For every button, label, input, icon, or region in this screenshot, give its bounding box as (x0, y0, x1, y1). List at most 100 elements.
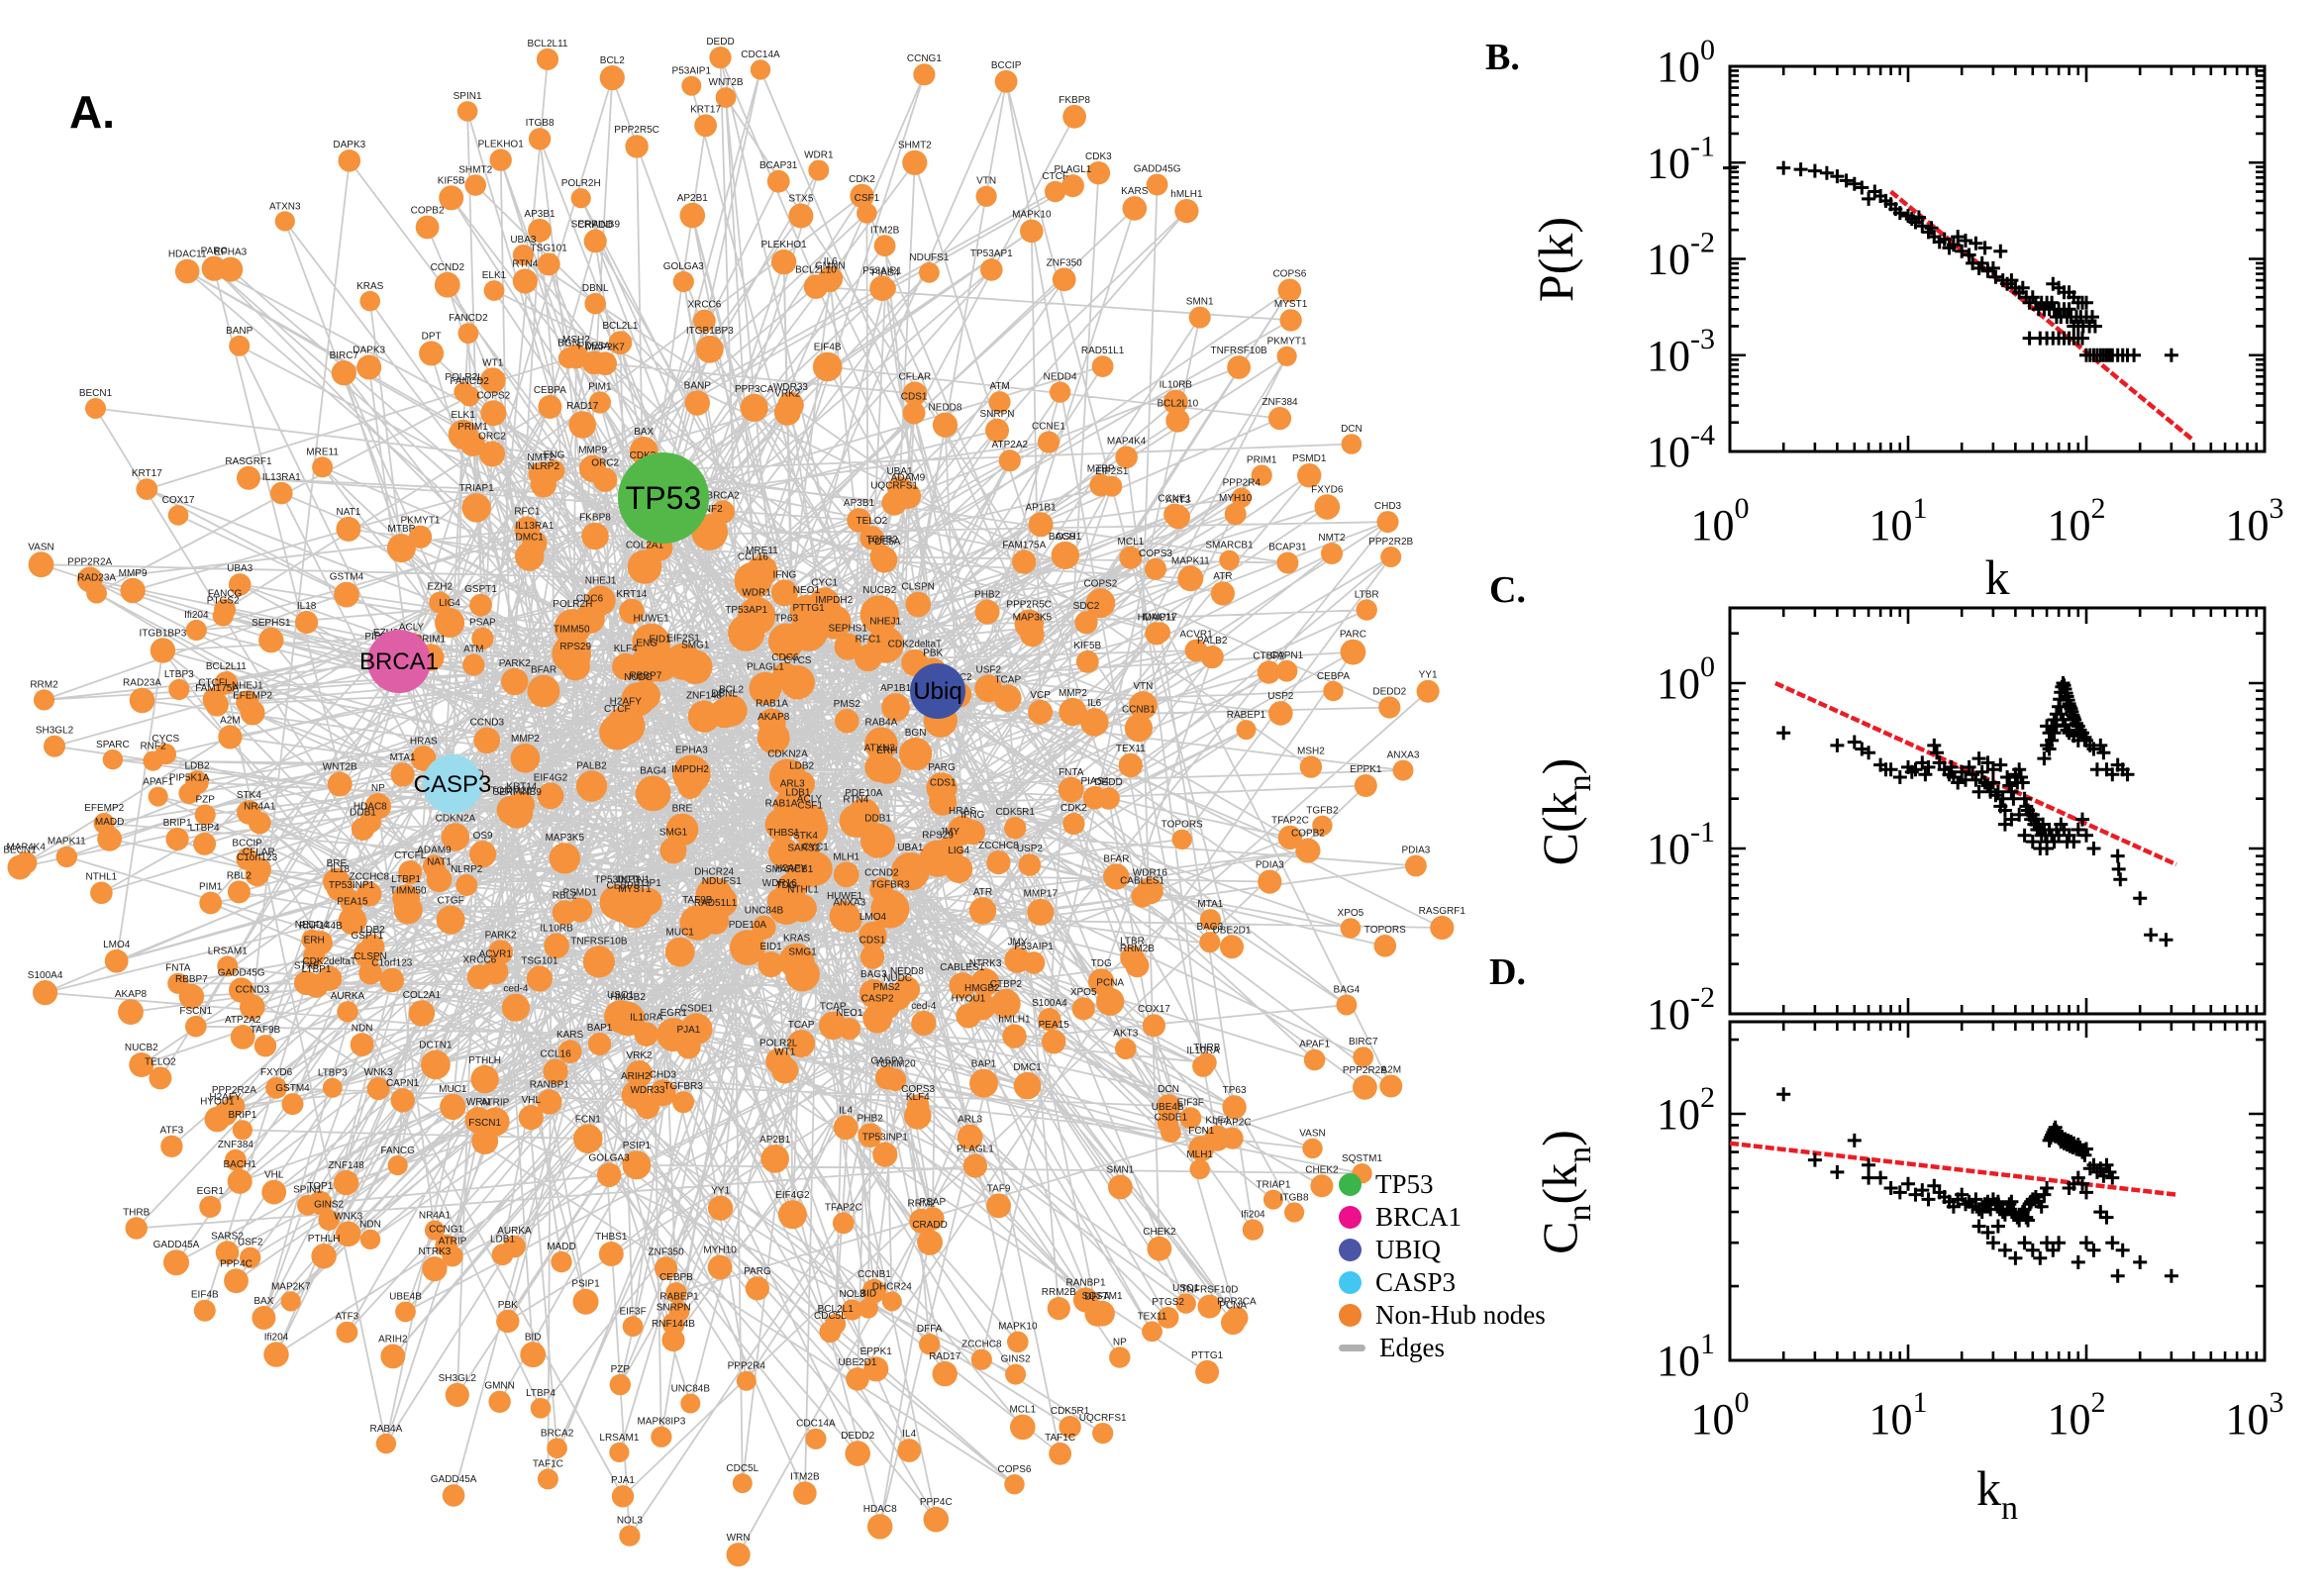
network-node (214, 598, 237, 621)
gene-label: TFAP2C (1214, 1118, 1252, 1129)
gene-label: LRSAM1 (208, 946, 248, 956)
network-node (167, 972, 189, 994)
gene-label: COX17 (1138, 1004, 1170, 1015)
gene-label: VRK2 (774, 389, 801, 400)
gene-label: UBA1 (886, 466, 913, 477)
network-node (1013, 1071, 1042, 1100)
legend-label: Edges (1379, 1333, 1445, 1362)
network-node (1038, 1008, 1061, 1032)
gene-label: CABLES1 (940, 962, 984, 973)
gene-label: WNT2B (323, 761, 357, 772)
network-node (974, 599, 1000, 625)
gene-label: LTBR (1355, 589, 1379, 600)
gene-label: XRCC6 (687, 300, 721, 311)
gene-label: C1orf123 (371, 958, 413, 969)
gene-label: DBNL (582, 283, 609, 294)
network-node (622, 1150, 652, 1180)
gene-label: IFNG (772, 569, 796, 580)
gene-label: MAPK11 (48, 837, 86, 848)
gene-label: TCAP (788, 1020, 815, 1031)
network-node (356, 881, 382, 907)
network-node (919, 840, 957, 877)
network-node (464, 1107, 492, 1134)
tick-label: 100 (1691, 492, 1750, 549)
gene-label: CDC6 (576, 594, 604, 605)
gene-label: PRIM1 (457, 422, 488, 433)
gene-label: GMNN (484, 1381, 515, 1392)
network-node (253, 1035, 277, 1057)
gene-label: SARS2 (211, 1231, 244, 1242)
network-node (415, 215, 440, 240)
gene-label: ANXA3 (833, 897, 865, 908)
network-node (1145, 557, 1166, 580)
gene-label: A2M (1381, 1065, 1402, 1076)
network-node (1262, 1189, 1283, 1210)
network-node (434, 271, 460, 298)
gene-label: PTHLH (468, 1055, 501, 1066)
network-node (150, 638, 176, 663)
network-node (214, 671, 238, 695)
network-node (1356, 599, 1377, 621)
network-node (1085, 588, 1116, 619)
network-node (568, 411, 596, 439)
gene-label: BRCA2 (541, 1428, 574, 1439)
network-node (1004, 947, 1031, 973)
tick-label: 101 (1657, 1328, 1715, 1385)
network-node (707, 1195, 734, 1221)
gene-label: SMN1 (1186, 297, 1214, 308)
gene-label: CTCFL (198, 678, 231, 689)
legend-label: Non-Hub nodes (1375, 1300, 1546, 1330)
gene-label: BANP (226, 326, 253, 337)
network-node (1002, 1024, 1027, 1048)
gene-label: WNK3 (364, 1067, 393, 1078)
network-node (1157, 1306, 1179, 1329)
axis-ticks-C (1728, 608, 2267, 1016)
gene-label: H2AFY (610, 696, 643, 707)
network-node (392, 884, 420, 912)
gene-label: LMO4 (103, 940, 131, 950)
network-node (15, 851, 38, 874)
gene-label: KARS (1121, 186, 1149, 197)
gene-label: hMLH1 (998, 1014, 1031, 1025)
network-node (1258, 869, 1282, 894)
network-node (991, 988, 1021, 1019)
gene-label: GADD45A (153, 1240, 200, 1250)
gene-label: RNF144B (652, 1319, 695, 1330)
network-node (469, 841, 497, 868)
y-axis-title-B: P(k) (1528, 217, 1583, 302)
gene-label: TGFB2 (1306, 806, 1339, 817)
gene-label: PCNA (1096, 978, 1124, 989)
network-node (1003, 817, 1027, 840)
gene-label: TOPORS (1364, 925, 1406, 936)
gene-label: EIF4G2 (534, 772, 568, 783)
gene-label: HMGB2 (964, 983, 1000, 994)
gene-label: CCND2 (864, 867, 899, 878)
gene-label: LIG4 (439, 598, 460, 609)
gene-label: MCL1 (1009, 1405, 1036, 1416)
network-node (232, 1120, 252, 1141)
network-node (470, 1064, 499, 1094)
gene-label: Ifi204 (264, 1332, 289, 1343)
network-node (994, 684, 1022, 712)
network-node (962, 1153, 988, 1178)
network-node (551, 1250, 572, 1273)
tick-label: 100 (1657, 34, 1715, 91)
gene-label: BAP1 (587, 1023, 613, 1034)
gene-label: PRIM1 (1247, 454, 1277, 465)
network-node (986, 850, 1011, 875)
network-node (902, 150, 928, 175)
network-node (585, 585, 616, 616)
network-node (308, 931, 333, 955)
network-node (322, 1077, 343, 1098)
gene-label: PTHLH (308, 1234, 341, 1245)
network-node (975, 185, 997, 207)
gene-label: EPPK1 (1350, 764, 1382, 775)
gene-label: SPIN1 (293, 1185, 322, 1196)
network-node (592, 467, 618, 492)
network-node (1051, 542, 1079, 569)
gene-label: BFAR (531, 665, 556, 676)
gene-label: EIF4G2 (775, 1190, 810, 1201)
gene-label: IL10RB (540, 923, 573, 934)
network-node (705, 886, 738, 918)
gene-label: BIRC7 (330, 350, 359, 361)
